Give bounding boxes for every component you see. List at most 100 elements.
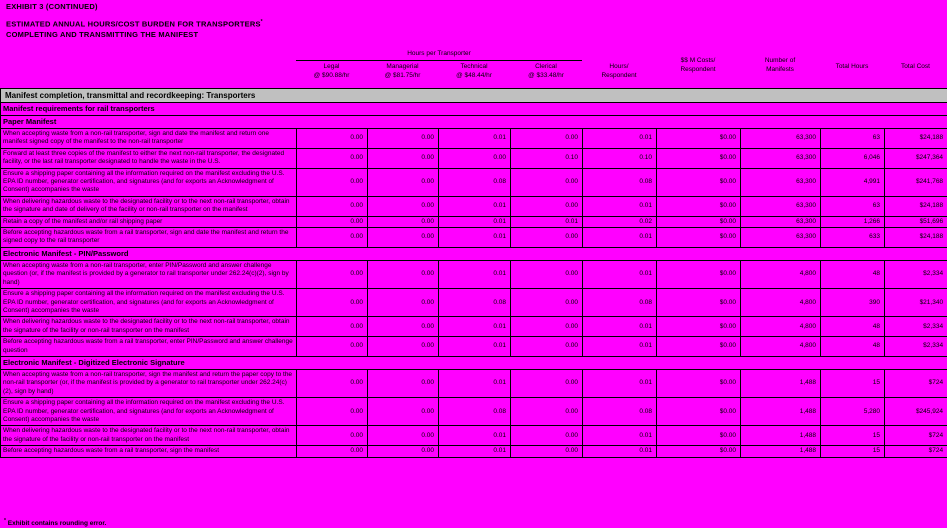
cell-total-hours: 48 — [820, 316, 885, 338]
cell-managerial: 0.00 — [367, 425, 439, 447]
cell-total-hours: 48 — [820, 259, 885, 290]
column-header-group: Hours per Transporter Legal @ $90.88/hr … — [0, 50, 947, 90]
cell-hours-respondent: 0.01 — [582, 128, 657, 149]
table-row: When accepting waste from a non-rail tra… — [0, 368, 947, 399]
cell-total-cost: $24,188 — [883, 128, 947, 149]
cell-technical: 0.01 — [438, 227, 511, 248]
cell-legal: 0.00 — [296, 316, 368, 338]
cell-legal: 0.00 — [296, 147, 368, 169]
cell-managerial: 0.00 — [367, 147, 439, 169]
cell-total-cost: $724 — [883, 368, 947, 399]
cell-clerical: 0.00 — [510, 259, 583, 290]
table-row: Retain a copy of the manifest and/or rai… — [0, 215, 947, 229]
cell-number-manifests: 4,800 — [740, 288, 821, 318]
cell-legal: 0.00 — [296, 397, 368, 427]
activity-description: Ensure a shipping paper containing all t… — [0, 397, 297, 427]
cell-costs-respondent: $0.00 — [656, 397, 741, 427]
cell-costs-respondent: $0.00 — [656, 368, 741, 399]
exhibit-title-line-1: ESTIMATED ANNUAL HOURS/COST BURDEN FOR T… — [6, 19, 263, 29]
cell-total-hours: 15 — [820, 368, 885, 399]
cell-technical: 0.01 — [438, 195, 511, 217]
cell-total-hours: 63 — [820, 195, 885, 217]
cell-clerical: 0.00 — [510, 167, 583, 197]
cell-clerical: 0.00 — [510, 195, 583, 217]
cell-hours-respondent: 0.01 — [582, 259, 657, 290]
exhibit-number: EXHIBIT 3 (CONTINUED) — [6, 2, 98, 11]
activity-description: When accepting waste from a non-rail tra… — [0, 128, 297, 149]
cell-number-manifests: 4,800 — [740, 316, 821, 338]
cell-hours-respondent: 0.08 — [582, 167, 657, 197]
table-row: When delivering hazardous waste to the d… — [0, 195, 947, 217]
table-row: When delivering hazardous waste to the d… — [0, 316, 947, 338]
exhibit-title-line-2: COMPLETING AND TRANSMITTING THE MANIFEST — [6, 29, 199, 39]
table-row: Ensure a shipping paper containing all t… — [0, 288, 947, 318]
cell-total-hours: 15 — [820, 425, 885, 447]
cell-number-manifests: 63,300 — [740, 227, 821, 248]
cell-technical: 0.08 — [438, 397, 511, 427]
cell-legal: 0.00 — [296, 128, 368, 149]
cell-costs-respondent: $0.00 — [656, 195, 741, 217]
activity-description: Forward at least three copies of the man… — [0, 147, 297, 169]
cell-hours-respondent: 0.02 — [582, 215, 657, 229]
activity-description: Before accepting hazardous waste from a … — [0, 227, 297, 248]
cell-number-manifests: 63,300 — [740, 215, 821, 229]
cell-legal: 0.00 — [296, 167, 368, 197]
cell-clerical: 0.00 — [510, 288, 583, 318]
cell-clerical: 0.00 — [510, 128, 583, 149]
cell-clerical: 0.01 — [510, 215, 583, 229]
cell-total-cost: $2,334 — [883, 316, 947, 338]
table-row: Forward at least three copies of the man… — [0, 147, 947, 169]
cell-total-cost: $2,334 — [883, 336, 947, 357]
cell-clerical: 0.00 — [510, 316, 583, 338]
cell-hours-respondent: 0.01 — [582, 227, 657, 248]
cell-technical: 0.01 — [438, 368, 511, 399]
cell-number-manifests: 1,488 — [740, 397, 821, 427]
footnote: * Exhibit contains rounding error. — [4, 518, 106, 527]
activity-description: Ensure a shipping paper containing all t… — [0, 288, 297, 318]
table-title-label: Manifest completion, transmittal and rec… — [0, 88, 947, 103]
cell-total-cost: $247,364 — [883, 147, 947, 169]
cell-total-hours: 390 — [820, 288, 885, 318]
header-technical: Technical @ $48.44/hr — [456, 63, 492, 79]
table-row: When delivering hazardous waste to the d… — [0, 425, 947, 447]
cell-technical: 0.01 — [438, 316, 511, 338]
footnote-mark: * — [4, 517, 6, 524]
cell-managerial: 0.00 — [367, 316, 439, 338]
activity-description: Retain a copy of the manifest and/or rai… — [0, 215, 297, 229]
cell-managerial: 0.00 — [367, 195, 439, 217]
header-total-cost: Total Cost — [901, 63, 930, 70]
cell-clerical: 0.00 — [510, 336, 583, 357]
cell-total-cost: $724 — [883, 425, 947, 447]
cell-total-cost: $51,696 — [883, 215, 947, 229]
cell-hours-respondent: 0.01 — [582, 316, 657, 338]
cell-legal: 0.00 — [296, 368, 368, 399]
section-header-2-label: Electronic Manifest - Digitized Electron… — [0, 355, 947, 370]
cell-number-manifests: 63,300 — [740, 128, 821, 149]
footnote-marker: * — [260, 19, 263, 25]
activity-description: When delivering hazardous waste to the d… — [0, 195, 297, 217]
section-header-0: Paper Manifest — [0, 115, 947, 129]
cell-total-cost: $245,924 — [883, 397, 947, 427]
cell-total-cost: $21,340 — [883, 288, 947, 318]
cell-costs-respondent: $0.00 — [656, 128, 741, 149]
cell-managerial: 0.00 — [367, 259, 439, 290]
header-clerical: Clerical @ $33.48/hr — [528, 63, 564, 79]
cell-managerial: 0.00 — [367, 128, 439, 149]
cell-clerical: 0.10 — [510, 147, 583, 169]
cell-number-manifests: 4,800 — [740, 336, 821, 357]
cell-total-cost: $724 — [883, 445, 947, 458]
header-legal: Legal @ $90.88/hr — [313, 63, 350, 79]
cell-legal: 0.00 — [296, 336, 368, 357]
cell-hours-respondent: 0.01 — [582, 336, 657, 357]
table-row: When accepting waste from a non-rail tra… — [0, 259, 947, 290]
cell-managerial: 0.00 — [367, 445, 439, 458]
cell-costs-respondent: $0.00 — [656, 147, 741, 169]
section-header-2: Electronic Manifest - Digitized Electron… — [0, 355, 947, 370]
cell-technical: 0.01 — [438, 215, 511, 229]
table-subhead-label: Manifest requirements for rail transport… — [0, 102, 947, 116]
header-costs-respondent: $$ M Costs/ Respondent — [680, 57, 716, 73]
cell-total-cost: $2,334 — [883, 259, 947, 290]
cell-technical: 0.01 — [438, 259, 511, 290]
cell-legal: 0.00 — [296, 227, 368, 248]
cell-hours-respondent: 0.08 — [582, 288, 657, 318]
